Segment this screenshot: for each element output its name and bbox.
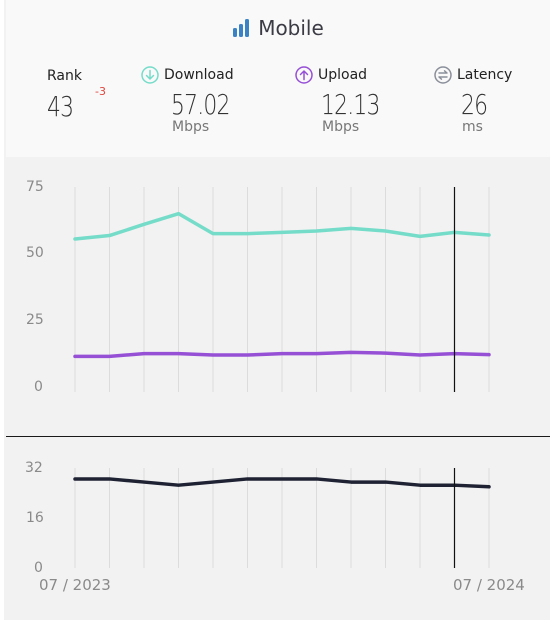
download-unit: Mbps xyxy=(172,119,210,135)
upload-stat: Upload 12.13 Mbps xyxy=(295,66,405,135)
x-tick-end: 07 / 2024 xyxy=(453,576,525,594)
upload-value: 12.13 xyxy=(321,88,380,121)
speed-y-tick: 0 xyxy=(34,379,43,395)
speed-y-tick: 50 xyxy=(26,245,44,261)
download-value: 57.02 xyxy=(171,88,230,121)
x-tick-start: 07 / 2023 xyxy=(39,576,111,594)
upload-arrow-circle-icon xyxy=(295,66,313,84)
rank-label: Rank xyxy=(47,68,82,84)
download-label: Download xyxy=(164,67,234,83)
latency-y-tick: 16 xyxy=(26,510,44,526)
latency-label: Latency xyxy=(457,67,513,83)
latency-y-tick: 32 xyxy=(25,460,43,476)
upload-unit: Mbps xyxy=(322,119,360,135)
page-title: Mobile xyxy=(258,16,324,40)
speed-series-line-download xyxy=(73,211,491,241)
chart-divider xyxy=(6,436,550,437)
latency-arrows-circle-icon xyxy=(434,66,452,84)
speed-y-tick: 75 xyxy=(26,179,44,195)
signal-bars-icon xyxy=(233,19,250,37)
latency-series-line-latency xyxy=(73,477,491,489)
speed-y-tick: 25 xyxy=(26,312,44,328)
download-stat: Download 57.02 Mbps xyxy=(141,66,261,135)
latency-y-tick: 0 xyxy=(34,560,43,576)
rank-value: 43 xyxy=(47,90,74,123)
latency-unit: ms xyxy=(462,119,483,135)
rank-delta-badge: -3 xyxy=(95,85,106,98)
latency-stat: Latency 26 ms xyxy=(434,66,544,135)
upload-label: Upload xyxy=(318,67,368,83)
stats-header: Mobile Rank 43 -3 Download 57.02 Mbps xyxy=(6,0,550,157)
speed-series-line-upload xyxy=(73,350,491,359)
download-arrow-circle-icon xyxy=(141,66,159,84)
title-row: Mobile xyxy=(6,14,550,42)
rank-stat: Rank 43 xyxy=(47,68,97,123)
latency-value: 26 xyxy=(461,88,488,121)
